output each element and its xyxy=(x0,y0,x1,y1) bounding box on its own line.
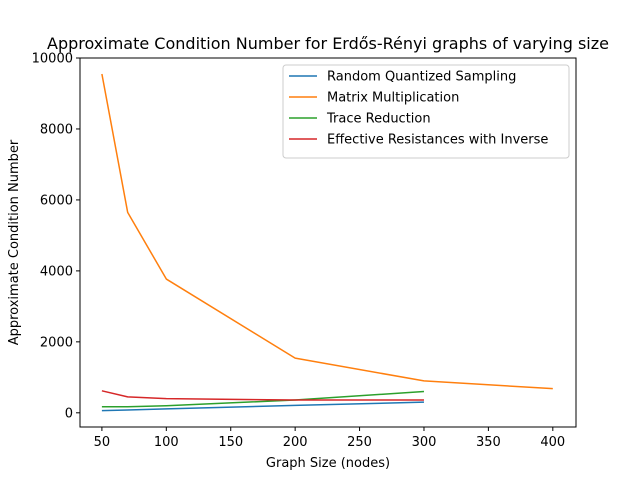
y-tick-label: 2000 xyxy=(40,335,73,350)
x-tick-label: 400 xyxy=(540,435,565,450)
y-tick-label: 4000 xyxy=(40,264,73,279)
plot-frame xyxy=(79,57,577,428)
legend-box xyxy=(282,64,570,159)
legend-label: Trace Reduction xyxy=(326,112,431,127)
legend-label: Random Quantized Sampling xyxy=(327,70,516,85)
y-tick-label: 8000 xyxy=(40,122,73,137)
series-line-1 xyxy=(101,401,424,412)
legend-label: Effective Resistances with Inverse xyxy=(327,133,548,148)
series-line-2 xyxy=(101,73,553,390)
x-tick-label: 250 xyxy=(347,435,372,450)
y-tick-label: 6000 xyxy=(40,193,73,208)
x-tick-label: 200 xyxy=(283,435,308,450)
y-axis: 0 2000 4000 6000 8000 10000 xyxy=(32,52,80,421)
series-line-4 xyxy=(101,390,424,401)
x-axis-label: Graph Size (nodes) xyxy=(266,456,390,471)
y-tick-label: 10000 xyxy=(32,52,73,67)
x-tick-label: 350 xyxy=(476,435,501,450)
x-tick-label: 150 xyxy=(218,435,243,450)
plot-lines xyxy=(101,73,553,412)
legend-label: Matrix Multiplication xyxy=(327,91,459,106)
y-tick-label: 0 xyxy=(65,406,73,421)
x-axis: 50 100 150 200 250 300 350 400 xyxy=(94,427,565,450)
x-tick-label: 100 xyxy=(154,435,179,450)
x-tick-label: 50 xyxy=(94,435,111,450)
x-tick-label: 300 xyxy=(412,435,437,450)
y-axis-label: Approximate Condition Number xyxy=(7,139,22,345)
legend: Random Quantized Sampling Matrix Multipli… xyxy=(282,64,570,159)
series-line-3 xyxy=(101,390,425,408)
chart-title: Approximate Condition Number for Erdős-R… xyxy=(47,34,609,53)
